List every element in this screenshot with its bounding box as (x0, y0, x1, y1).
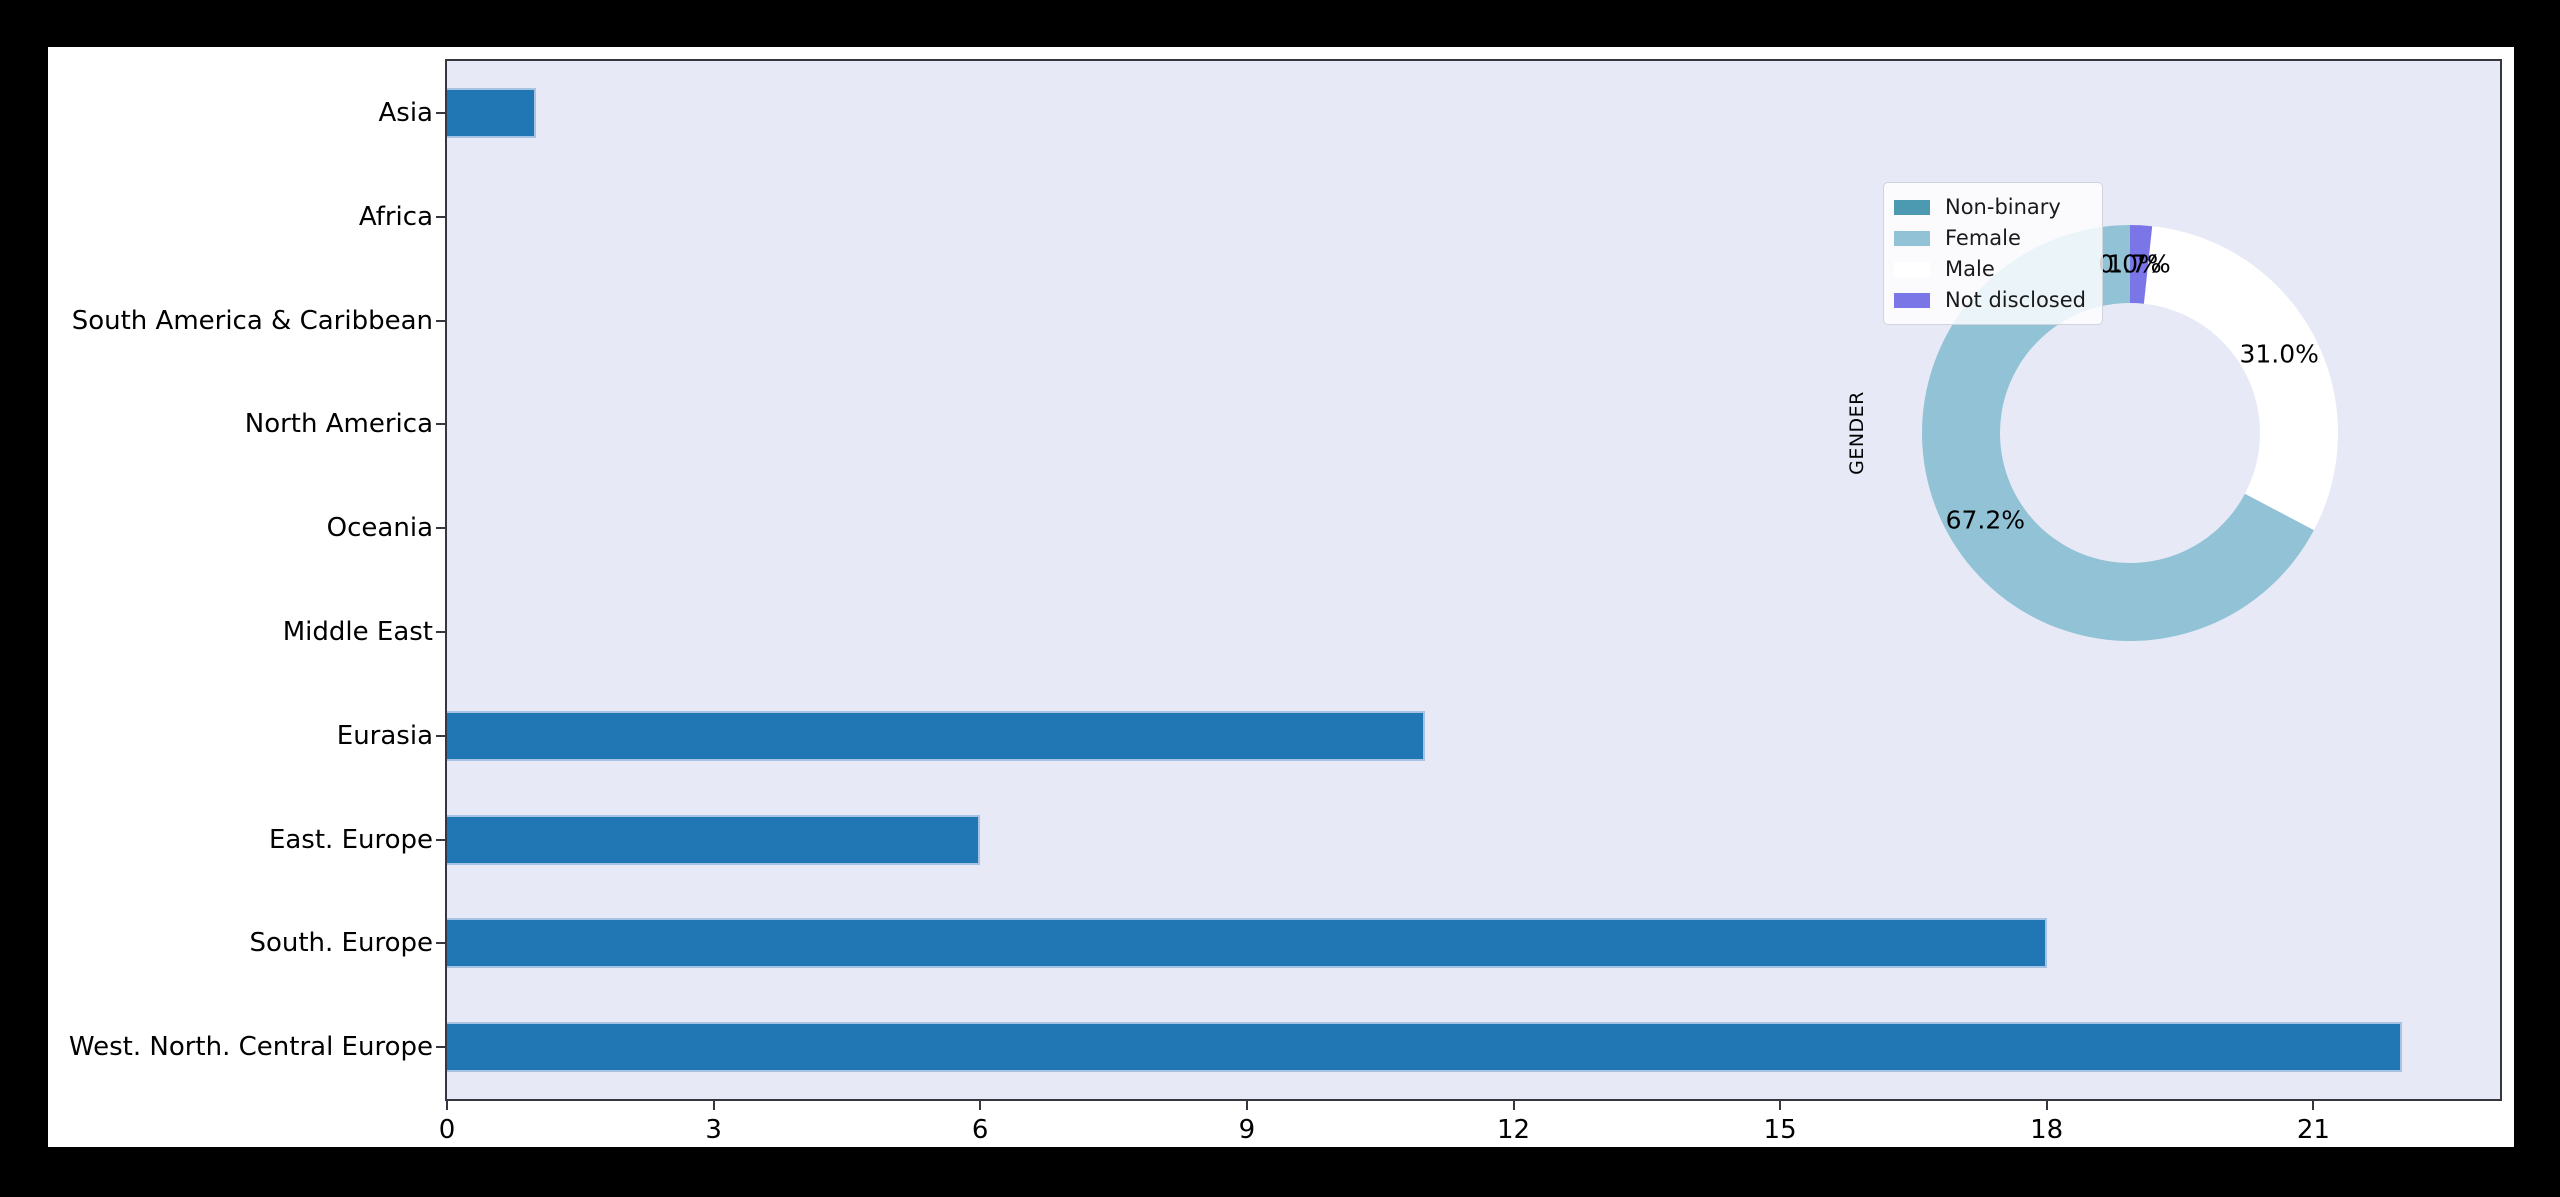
bar-east-europe (447, 814, 981, 865)
legend-swatch-female (1894, 230, 1930, 246)
plot-area: 0.0% 67.2% 31.0% 1.7% GENDER Non-binary Fema… (445, 59, 2502, 1101)
legend-item-female: Female (1894, 224, 2086, 252)
pct-label-not-disclosed: 1.7% (2107, 249, 2171, 279)
pct-label-male: 31.0% (2239, 339, 2319, 369)
bar-asia (447, 87, 536, 138)
figure: Asia Africa South America & Caribbean North… (48, 47, 2514, 1147)
legend-swatch-non-binary (1894, 199, 1930, 215)
y-tick-label-asia: Asia (378, 97, 434, 128)
y-tick-mark (436, 630, 445, 633)
y-tick-mark (436, 215, 445, 218)
x-tick-label-15: 15 (1763, 1115, 1797, 1145)
x-tick-mark (1779, 1101, 1782, 1110)
donut-ylabel: GENDER (1846, 391, 1868, 475)
legend-item-non-binary: Non-binary (1894, 193, 2086, 221)
x-tick-label-12: 12 (1496, 1115, 1531, 1145)
x-tick-mark (712, 1101, 715, 1110)
y-tick-mark (436, 111, 445, 114)
y-tick-label-middle-east: Middle East (282, 616, 433, 647)
y-tick-label-eurasia: Eurasia (336, 720, 433, 751)
x-tick-label-6: 6 (971, 1115, 989, 1145)
y-tick-label-west-north-central-europe: West. North. Central Europe (68, 1032, 433, 1063)
legend-item-not-disclosed: Not disclosed (1894, 286, 2086, 314)
donut-slice-male (2143, 226, 2339, 531)
legend-swatch-male (1894, 261, 1930, 277)
pct-label-non-binary: 0.0% (2098, 249, 2162, 279)
x-tick-mark (446, 1101, 448, 1110)
x-tick-label-3: 3 (705, 1115, 722, 1145)
y-tick-mark (436, 319, 445, 322)
pct-label-female: 67.2% (1945, 505, 2026, 535)
x-tick-label-9: 9 (1238, 1115, 1256, 1145)
bar-south-europe (447, 918, 2047, 969)
bar-west-north-central-europe (447, 1022, 2403, 1073)
y-tick-label-africa: Africa (358, 201, 433, 232)
legend-label: Female (1945, 226, 2021, 250)
bar-eurasia (447, 710, 1425, 761)
y-tick-label-south-europe: South. Europe (249, 928, 433, 959)
y-tick-mark (436, 527, 445, 530)
donut-slice-not-disclosed (2130, 225, 2153, 304)
donut-legend: Non-binary Female Male Not disclosed (1883, 182, 2103, 325)
x-tick-mark (1245, 1101, 1248, 1110)
legend-label: Non-binary (1945, 195, 2061, 219)
y-tick-label-east-europe: East. Europe (268, 824, 433, 855)
y-tick-label-oceania: Oceania (326, 513, 433, 544)
x-tick-label-0: 0 (438, 1115, 456, 1145)
y-tick-mark (436, 1046, 445, 1049)
legend-swatch-not-disclosed (1894, 292, 1930, 308)
x-tick-mark (979, 1101, 982, 1110)
x-tick-label-21: 21 (2296, 1115, 2330, 1145)
y-tick-mark (436, 942, 445, 945)
x-tick-mark (1512, 1101, 1515, 1110)
donut-chart (1922, 225, 2339, 641)
y-tick-label-north-america: North America (244, 409, 433, 440)
legend-label: Not disclosed (1945, 288, 2086, 312)
y-tick-mark (436, 734, 445, 737)
x-tick-label-18: 18 (2030, 1115, 2064, 1145)
legend-label: Male (1945, 257, 1995, 281)
legend-item-male: Male (1894, 255, 2086, 283)
y-tick-mark (436, 423, 445, 426)
x-tick-mark (2045, 1101, 2048, 1110)
x-tick-mark (2312, 1101, 2315, 1110)
y-tick-mark (436, 838, 445, 841)
y-tick-label-south-america-caribbean: South America & Caribbean (71, 305, 433, 336)
donut-slice-female (1922, 225, 2314, 641)
